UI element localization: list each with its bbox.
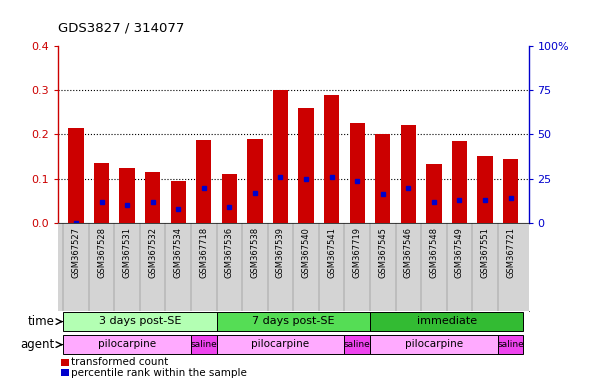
Bar	[196, 140, 211, 223]
Bar	[222, 174, 237, 223]
Bar	[498, 335, 524, 354]
Text: GSM367551: GSM367551	[480, 227, 489, 278]
Bar	[503, 159, 518, 223]
Text: 7 days post-SE: 7 days post-SE	[252, 316, 335, 326]
Bar	[477, 156, 492, 223]
Text: GSM367549: GSM367549	[455, 227, 464, 278]
Text: time: time	[28, 315, 55, 328]
Bar	[370, 335, 498, 354]
Bar	[119, 167, 135, 223]
Text: GSM367527: GSM367527	[71, 227, 81, 278]
Bar	[94, 163, 109, 223]
Bar	[145, 172, 160, 223]
Text: saline: saline	[344, 340, 371, 349]
Text: GSM367541: GSM367541	[327, 227, 336, 278]
Bar	[63, 312, 216, 331]
Text: 3 days post-SE: 3 days post-SE	[99, 316, 181, 326]
Text: pilocarpine: pilocarpine	[252, 339, 310, 349]
Text: GSM367721: GSM367721	[506, 227, 515, 278]
Text: pilocarpine: pilocarpine	[98, 339, 156, 349]
Text: agent: agent	[21, 338, 55, 351]
Text: GSM367532: GSM367532	[148, 227, 157, 278]
Bar	[247, 139, 263, 223]
Text: GSM367548: GSM367548	[430, 227, 439, 278]
Bar	[216, 335, 345, 354]
Text: saline: saline	[497, 340, 524, 349]
Text: GDS3827 / 314077: GDS3827 / 314077	[58, 22, 185, 35]
Text: saline: saline	[191, 340, 217, 349]
Text: GSM367531: GSM367531	[123, 227, 131, 278]
Text: GSM367538: GSM367538	[251, 227, 260, 278]
Text: GSM367719: GSM367719	[353, 227, 362, 278]
Bar	[170, 181, 186, 223]
Text: GSM367539: GSM367539	[276, 227, 285, 278]
Bar	[298, 108, 313, 223]
Bar	[63, 335, 191, 354]
Text: GSM367528: GSM367528	[97, 227, 106, 278]
Bar	[375, 134, 390, 223]
Bar	[426, 164, 442, 223]
Text: GSM367545: GSM367545	[378, 227, 387, 278]
Bar	[216, 312, 370, 331]
Bar	[452, 141, 467, 223]
Bar	[349, 123, 365, 223]
Text: GSM367536: GSM367536	[225, 227, 234, 278]
Bar	[401, 125, 416, 223]
Bar	[273, 90, 288, 223]
Text: GSM367546: GSM367546	[404, 227, 413, 278]
Text: GSM367718: GSM367718	[199, 227, 208, 278]
Bar	[370, 312, 524, 331]
Bar	[68, 128, 84, 223]
Text: percentile rank within the sample: percentile rank within the sample	[71, 368, 247, 378]
Text: GSM367534: GSM367534	[174, 227, 183, 278]
Bar	[191, 335, 216, 354]
Bar	[324, 95, 339, 223]
Text: immediate: immediate	[417, 316, 477, 326]
Bar	[345, 335, 370, 354]
Text: pilocarpine: pilocarpine	[405, 339, 463, 349]
Text: transformed count: transformed count	[71, 357, 168, 367]
Text: GSM367540: GSM367540	[302, 227, 310, 278]
